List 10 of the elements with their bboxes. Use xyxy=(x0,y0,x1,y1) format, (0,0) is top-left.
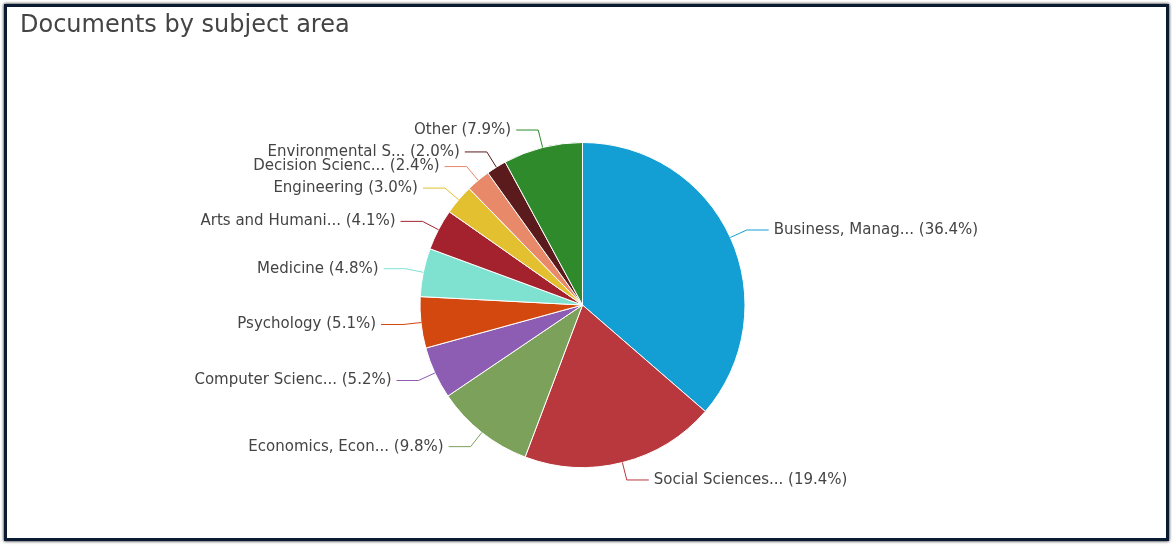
slice-label: Arts and Humani... (4.1%) xyxy=(200,211,396,230)
slice-label: Computer Scienc... (5.2%) xyxy=(194,370,392,389)
slice-label: Social Sciences... (19.4%) xyxy=(653,469,848,488)
chart-title: Documents by subject area xyxy=(20,10,350,38)
slice-label: Business, Manag... (36.4%) xyxy=(773,219,979,238)
slice-label: Economics, Econ... (9.8%) xyxy=(248,436,444,455)
slice-label: Medicine (4.8%) xyxy=(257,258,379,277)
slice-label: Engineering (3.0%) xyxy=(273,177,418,196)
slice-label: Psychology (5.1%) xyxy=(237,314,377,333)
slice-label: Other (7.9%) xyxy=(414,119,512,138)
